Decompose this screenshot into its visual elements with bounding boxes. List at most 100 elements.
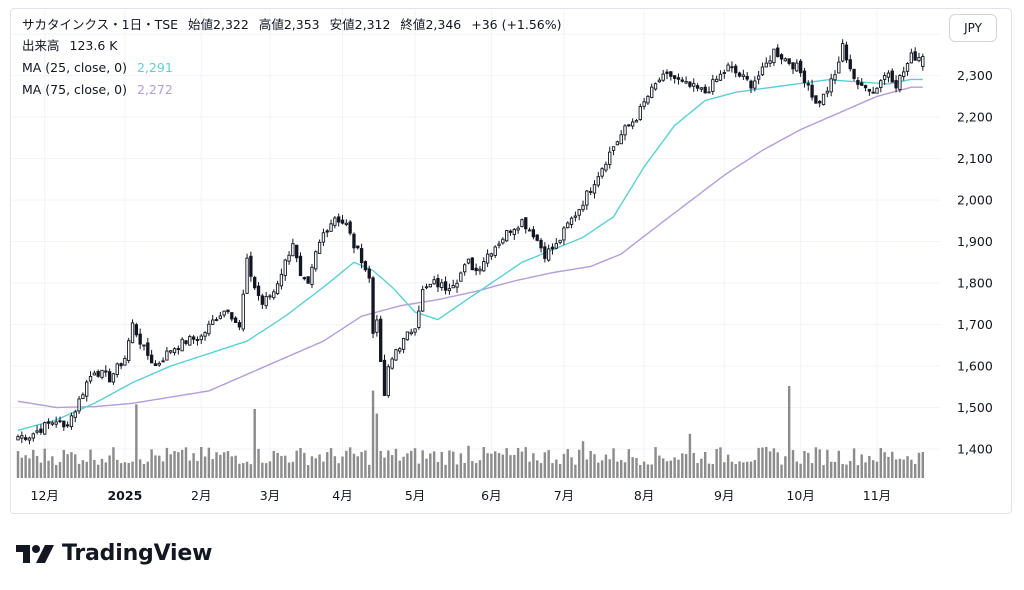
volume-bar <box>280 455 283 478</box>
candle-body <box>451 285 455 289</box>
candle-body <box>54 421 58 425</box>
volume-bar <box>852 448 856 478</box>
candle-body <box>753 80 757 89</box>
volume-bar <box>558 463 562 478</box>
volume-bar <box>524 447 527 478</box>
legend-ma75[interactable]: MA (75, close, 0) 2,272 <box>22 81 173 99</box>
currency-button[interactable]: JPY <box>949 14 997 42</box>
legend-ma25[interactable]: MA (25, close, 0) 2,291 <box>22 59 173 77</box>
candle-body <box>46 421 51 424</box>
candle-body <box>191 336 196 340</box>
candle-body <box>43 422 47 435</box>
volume-bar <box>406 453 409 478</box>
volume-bar <box>310 456 314 478</box>
volume-bar <box>597 462 600 478</box>
chart-frame <box>10 8 1012 514</box>
candle-body <box>268 295 272 298</box>
volume-bar <box>326 452 329 478</box>
candle-body <box>596 176 600 186</box>
volume-bar <box>467 445 470 478</box>
volume-bar <box>108 455 111 478</box>
symbol-title[interactable]: サカタインクス・1日・TSE <box>22 17 179 32</box>
candle-body <box>921 56 925 67</box>
candle-body <box>638 106 642 120</box>
volume-bar <box>616 461 619 478</box>
close-label: 終値 <box>400 17 426 32</box>
candle-body <box>699 87 704 90</box>
volume-bar <box>768 451 772 478</box>
time-tick-label: 10月 <box>786 488 814 503</box>
candle-body <box>619 134 623 145</box>
candle-body <box>905 63 910 72</box>
candle-body <box>527 229 532 232</box>
volume-bar <box>807 452 810 478</box>
candle-body <box>329 223 333 232</box>
volume-bar <box>459 453 463 478</box>
volume-bar <box>497 453 501 478</box>
candle-body <box>58 420 62 423</box>
volume-bar <box>539 463 543 478</box>
tradingview-brand[interactable]: TradingView <box>16 538 212 568</box>
change-value: +36 (+1.56%) <box>471 17 562 32</box>
volume-bar <box>883 452 886 478</box>
volume-bar <box>692 452 695 478</box>
candle-body <box>88 376 93 382</box>
candle-body <box>424 286 429 289</box>
volume-bar <box>910 459 913 478</box>
candle-body <box>890 70 894 83</box>
candle-body <box>806 83 810 86</box>
volume-bar <box>306 465 310 478</box>
volume-bar <box>161 461 165 478</box>
candle-body <box>199 335 203 341</box>
volume-bar <box>723 462 726 478</box>
volume-bar <box>150 449 153 478</box>
volume-bar <box>639 464 642 478</box>
volume-bar <box>765 446 768 478</box>
volume-bar <box>787 386 791 478</box>
candle-body <box>600 168 604 177</box>
volume-bar <box>761 447 764 478</box>
volume-bar <box>871 460 875 478</box>
volume-bar <box>249 464 253 478</box>
volume-bar <box>398 460 401 478</box>
price-tick-label: 1,700 <box>957 317 993 332</box>
price-chart[interactable]: 1,400 1,500 1,600 1,700 1,800 1,900 2,000 2,100… <box>0 0 1024 520</box>
volume-bar <box>833 461 837 478</box>
candle-body <box>546 248 551 261</box>
volume-bar <box>665 461 669 478</box>
volume-bar <box>96 464 100 478</box>
candle-body <box>405 331 410 341</box>
candle-body <box>249 255 253 277</box>
volume-bar <box>230 456 234 478</box>
volume-bar <box>215 452 218 478</box>
candle-body <box>69 415 74 427</box>
volume-bar <box>261 462 264 478</box>
candle-body <box>134 324 139 336</box>
volume-bar <box>207 447 211 478</box>
volume-bar <box>58 462 62 478</box>
volume-bar <box>368 464 371 478</box>
candle-body <box>20 435 24 439</box>
candle-body <box>680 79 684 82</box>
volume-bar <box>555 459 558 478</box>
volume-bar <box>131 461 134 478</box>
candle-body <box>505 230 509 242</box>
volume-bar <box>627 449 631 478</box>
candle-body <box>337 216 341 223</box>
candle-body <box>317 241 322 254</box>
candle-body <box>146 342 150 356</box>
candle-body <box>85 381 89 397</box>
candle-body <box>142 344 146 347</box>
low-value: 2,312 <box>354 17 391 32</box>
volume-bar <box>173 451 176 478</box>
volume-bar <box>318 454 321 478</box>
candle-body <box>310 266 314 285</box>
volume-bar <box>894 459 898 478</box>
volume-bar <box>51 456 54 478</box>
candle-body <box>539 239 543 249</box>
candle-body <box>627 124 631 127</box>
volume-bar <box>803 450 806 478</box>
volume-bar <box>341 456 344 478</box>
candle-body <box>787 58 791 64</box>
volume-label: 出来高 <box>22 38 60 53</box>
